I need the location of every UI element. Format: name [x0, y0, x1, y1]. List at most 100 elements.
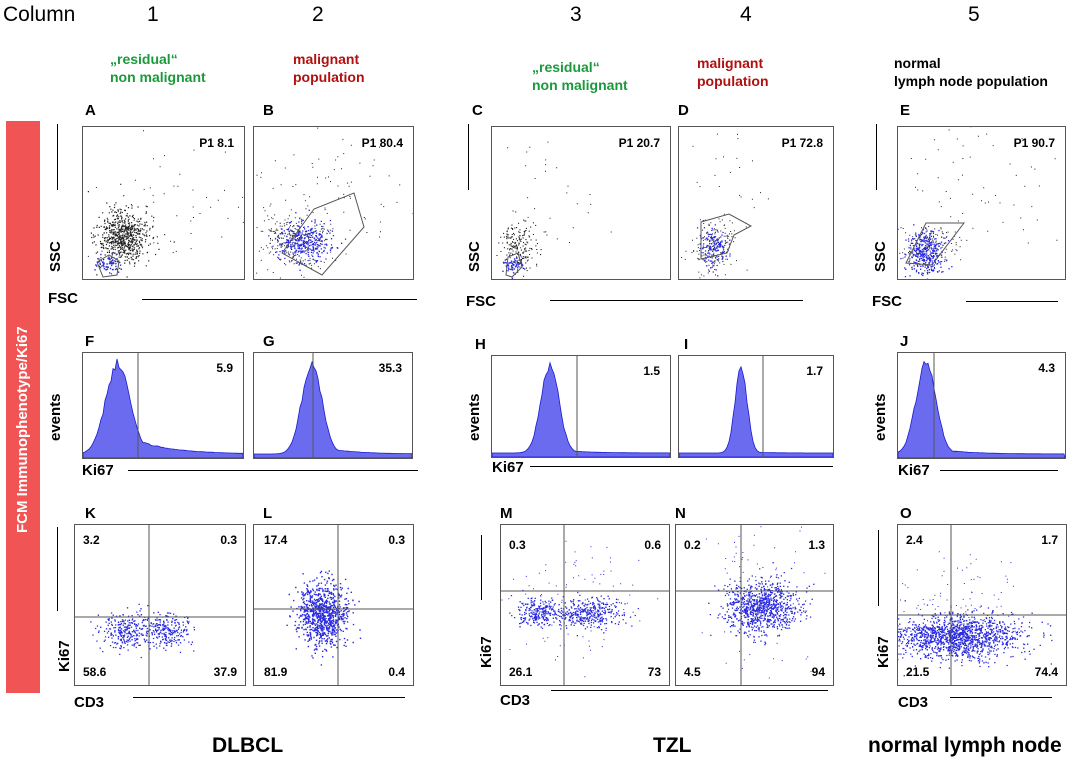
plot-graphic	[676, 525, 833, 685]
plot-graphic	[679, 356, 833, 457]
axis-label-ssc-1: SSC	[47, 241, 64, 272]
panel-m-q1: 0.3	[509, 538, 526, 552]
panel-a-scatter: P1 8.1	[82, 126, 245, 280]
column-header-label: Column	[3, 3, 76, 26]
panel-o-q2: 1.7	[1041, 533, 1058, 547]
dot-cloud	[696, 220, 731, 277]
dot-cloud	[692, 133, 769, 271]
panel-m-q3: 26.1	[509, 665, 533, 679]
plot-graphic	[898, 353, 1065, 458]
dot-cloud	[898, 600, 1053, 677]
axis-label-ki67-y-1: Ki67	[56, 640, 73, 672]
gate-polygon	[96, 254, 120, 278]
panel-k-q3: 58.6	[83, 665, 107, 679]
panel-c-scatter: P1 20.7	[491, 126, 671, 280]
dot-cloud	[94, 253, 122, 274]
panel-letter-d: D	[678, 102, 689, 119]
panel-j-value: 4.3	[1038, 361, 1055, 375]
panel-k-q2: 0.3	[220, 533, 237, 547]
dot-cloud	[256, 127, 413, 279]
histogram-area	[679, 365, 833, 457]
dot-cloud	[509, 589, 574, 630]
column-number-2: 2	[312, 3, 324, 26]
axis-label-ki67-y-3: Ki67	[875, 636, 892, 668]
panel-o-q1: 2.4	[906, 533, 923, 547]
plot-graphic	[75, 525, 245, 685]
plot-graphic	[898, 127, 1058, 279]
panel-f-value: 5.9	[216, 361, 233, 375]
plot-graphic	[681, 133, 769, 279]
panel-letter-h: H	[475, 336, 486, 353]
panel-n-dotplot: 0.2 1.3 4.5 94	[675, 524, 834, 686]
plot-graphic	[254, 525, 413, 685]
panel-letter-l: L	[263, 505, 273, 522]
panel-g-value: 35.3	[378, 361, 402, 375]
panel-n-q1: 0.2	[684, 538, 701, 552]
column-number-3: 3	[570, 3, 582, 26]
panel-letter-i: I	[684, 336, 689, 353]
panel-o-dotplot: 2.4 1.7 21.5 74.4	[897, 524, 1067, 686]
axis-label-cd3-3: CD3	[898, 694, 929, 711]
panel-l-q1: 17.4	[264, 533, 288, 547]
panel-m-q4: 73	[647, 665, 661, 679]
column-number-5: 5	[968, 3, 980, 26]
plot-graphic	[256, 127, 413, 279]
panel-k-q4: 37.9	[213, 665, 237, 679]
axis-label-events-2: events	[466, 393, 483, 441]
panel-a-value: P1 8.1	[199, 136, 234, 150]
panel-letter-f: F	[85, 333, 95, 350]
dot-cloud	[87, 183, 175, 278]
panel-l-q2: 0.3	[388, 533, 405, 547]
axis-label-fsc-3: FSC	[872, 293, 902, 310]
histogram-area	[254, 360, 412, 458]
dot-cloud	[900, 551, 1020, 656]
axis-label-events-1: events	[47, 393, 64, 441]
histogram-area	[492, 361, 670, 457]
gate-polygon	[505, 252, 523, 278]
panel-letter-o: O	[900, 505, 912, 522]
axis-label-fsc-2: FSC	[466, 293, 496, 310]
panel-letter-e: E	[900, 102, 911, 119]
dot-cloud	[256, 199, 333, 279]
panel-l-q3: 81.9	[264, 665, 288, 679]
panel-o-q4: 74.4	[1034, 665, 1058, 679]
panel-k-dotplot: 3.2 0.3 58.6 37.9	[74, 524, 246, 686]
panel-i-histogram: 1.7	[678, 355, 834, 458]
plot-graphic	[898, 525, 1066, 685]
panel-g-histogram: 35.3	[253, 352, 413, 459]
panel-k-q1: 3.2	[83, 533, 100, 547]
panel-letter-m: M	[500, 505, 513, 522]
population-label-c3: „residual“ non malignant	[532, 59, 628, 93]
plot-graphic	[83, 353, 243, 458]
dot-cloud	[286, 570, 362, 666]
panel-e-value: P1 90.7	[1013, 136, 1055, 150]
axis-label-ki67-3: Ki67	[898, 462, 930, 479]
dot-cloud	[496, 210, 548, 279]
footer-label-dlbcl: DLBCL	[212, 734, 284, 757]
dot-cloud	[507, 141, 612, 249]
axis-label-ssc-3: SSC	[872, 241, 889, 272]
axis-label-events-3: events	[872, 393, 889, 441]
histogram-area	[898, 360, 1065, 458]
sidebar-label: FCM Immunophenotype/Ki67	[14, 326, 31, 533]
panel-n-q4: 94	[811, 665, 825, 679]
panel-j-histogram: 4.3	[897, 352, 1066, 459]
plot-graphic	[496, 141, 612, 279]
panel-l-dotplot: 17.4 0.3 81.9 0.4	[253, 524, 414, 686]
plot-graphic	[254, 353, 412, 458]
panel-b-value: P1 80.4	[361, 136, 403, 150]
axis-label-cd3-1: CD3	[74, 694, 105, 711]
panel-m-dotplot: 0.3 0.6 26.1 73	[500, 524, 670, 686]
dot-cloud	[90, 603, 152, 656]
population-label-c4: malignant population	[697, 55, 769, 89]
panel-letter-k: K	[85, 505, 96, 522]
axis-label-ki67-2: Ki67	[492, 459, 524, 476]
histogram-area	[83, 358, 243, 458]
panel-l-q4: 0.4	[388, 665, 405, 679]
population-label-c5: normal lymph node population	[894, 55, 1048, 89]
panel-letter-n: N	[675, 505, 686, 522]
panel-letter-g: G	[263, 333, 275, 350]
panel-letter-c: C	[472, 102, 483, 119]
panel-n-q2: 1.3	[808, 538, 825, 552]
axis-label-ki67-1: Ki67	[82, 462, 114, 479]
